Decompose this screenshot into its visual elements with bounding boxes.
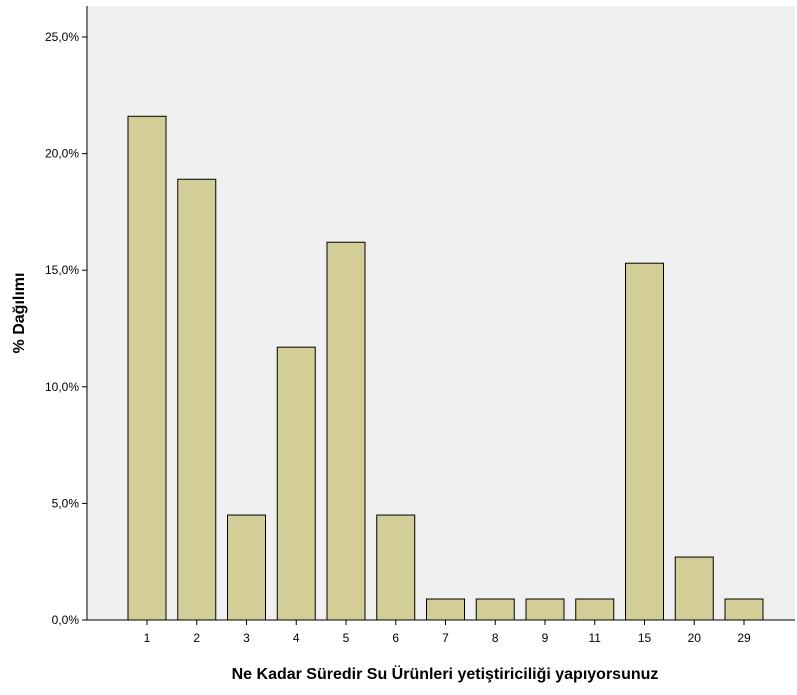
x-axis-ticks: 1 2 3 4 5 6 7 8 9 11 15 20 29 (144, 620, 751, 645)
x-tick-label: 8 (492, 631, 499, 645)
y-tick-label: 0,0% (52, 613, 80, 627)
x-tick-label: 1 (144, 631, 151, 645)
bar-11 (575, 598, 615, 621)
bar-3 (227, 514, 266, 621)
x-tick-label: 15 (638, 631, 652, 645)
bar-29 (724, 598, 764, 621)
x-axis-title: Ne Kadar Süredir Su Ürünleri yetiştirici… (232, 664, 659, 683)
bar-4 (276, 346, 316, 621)
x-tick-label: 4 (293, 631, 300, 645)
bar-15 (625, 262, 664, 621)
y-tick-label: 5,0% (52, 496, 80, 510)
x-tick-label: 11 (589, 631, 602, 645)
y-tick-label: 10,0% (45, 380, 79, 394)
y-axis-ticks: 0,0% 5,0% 10,0% 15,0% 20,0% 25,0% (45, 30, 87, 627)
x-tick-label: 5 (343, 631, 350, 645)
y-tick-label: 25,0% (45, 30, 79, 44)
y-axis-title: % Dağılımı (11, 273, 28, 354)
x-tick-label: 29 (737, 631, 751, 645)
x-tick-label: 20 (688, 631, 702, 645)
bar-20 (674, 556, 714, 621)
bar-1 (127, 115, 167, 621)
bar-9 (525, 598, 565, 621)
bar-7 (426, 598, 465, 621)
x-tick-label: 3 (243, 631, 250, 645)
x-tick-label: 6 (392, 631, 399, 645)
bars-group (127, 115, 764, 621)
x-tick-label: 9 (542, 631, 549, 645)
y-tick-label: 20,0% (45, 147, 79, 161)
y-tick-label: 15,0% (45, 263, 79, 277)
x-tick-label: 2 (193, 631, 200, 645)
bar-8 (475, 598, 515, 621)
bar-2 (177, 178, 217, 621)
bar-5 (326, 241, 366, 621)
x-tick-label: 7 (442, 631, 449, 645)
bar-6 (376, 514, 416, 621)
